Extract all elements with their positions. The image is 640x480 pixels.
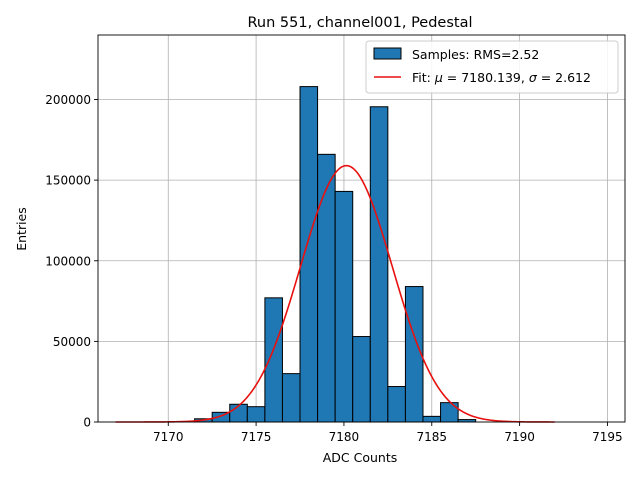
y-axis-label: Entries [14, 207, 29, 251]
x-axis-label: ADC Counts [323, 450, 398, 465]
legend-fit-label: Fit: μ = 7180.139, σ = 2.612 [412, 70, 591, 85]
histogram-bar [229, 403, 248, 423]
y-tick-label: 200000 [45, 93, 91, 107]
histogram-bar [387, 386, 406, 423]
histogram-bar [246, 406, 266, 423]
legend-fit-mu-symbol: μ [434, 70, 443, 85]
plot-frame [97, 34, 626, 423]
histogram-bar [352, 336, 371, 423]
y-tick-label: 50000 [53, 335, 91, 349]
legend-fit-prefix: Fit: [412, 70, 435, 85]
x-tick-label: 7185 [416, 430, 447, 444]
fit-curve-group [115, 164, 555, 423]
histogram-bar [404, 286, 424, 423]
histogram-bar [422, 415, 442, 423]
histogram-bar [299, 86, 319, 423]
legend: Samples: RMS=2.52 Fit: μ = 7180.139, σ =… [365, 40, 619, 94]
chart-title: Run 551, channel001, Pedestal [247, 15, 472, 31]
x-tick-label: 7175 [241, 430, 272, 444]
legend-hist-label: Samples: RMS=2.52 [412, 47, 539, 62]
y-tick-label: 0 [83, 416, 91, 430]
legend-box [365, 40, 619, 94]
y-tick-label: 100000 [45, 254, 91, 268]
legend-fit-sigma-value: = 2.612 [537, 70, 591, 85]
histogram-bar [264, 297, 283, 423]
x-tick-label: 7180 [329, 430, 360, 444]
gaussian-fit-curve [115, 164, 555, 423]
x-tick-label: 7170 [153, 430, 184, 444]
legend-fit-sigma-symbol: σ [529, 70, 538, 85]
y-axis-ticks: 0 50000 100000 150000 200000 [45, 93, 98, 430]
x-tick-label: 7195 [592, 430, 623, 444]
histogram-bar [317, 153, 336, 423]
histogram-bars [194, 86, 477, 423]
legend-hist-swatch [373, 47, 402, 60]
histogram-bar [281, 373, 301, 423]
histogram-bar [334, 190, 354, 423]
legend-fit-mu-value: = 7180.139, [443, 70, 529, 85]
x-tick-label: 7190 [504, 430, 535, 444]
histogram-bar [369, 106, 389, 423]
x-axis-ticks: 7170 7175 7180 7185 7190 7195 [153, 422, 623, 444]
histogram-bar [440, 402, 459, 423]
y-tick-label: 150000 [45, 174, 91, 188]
